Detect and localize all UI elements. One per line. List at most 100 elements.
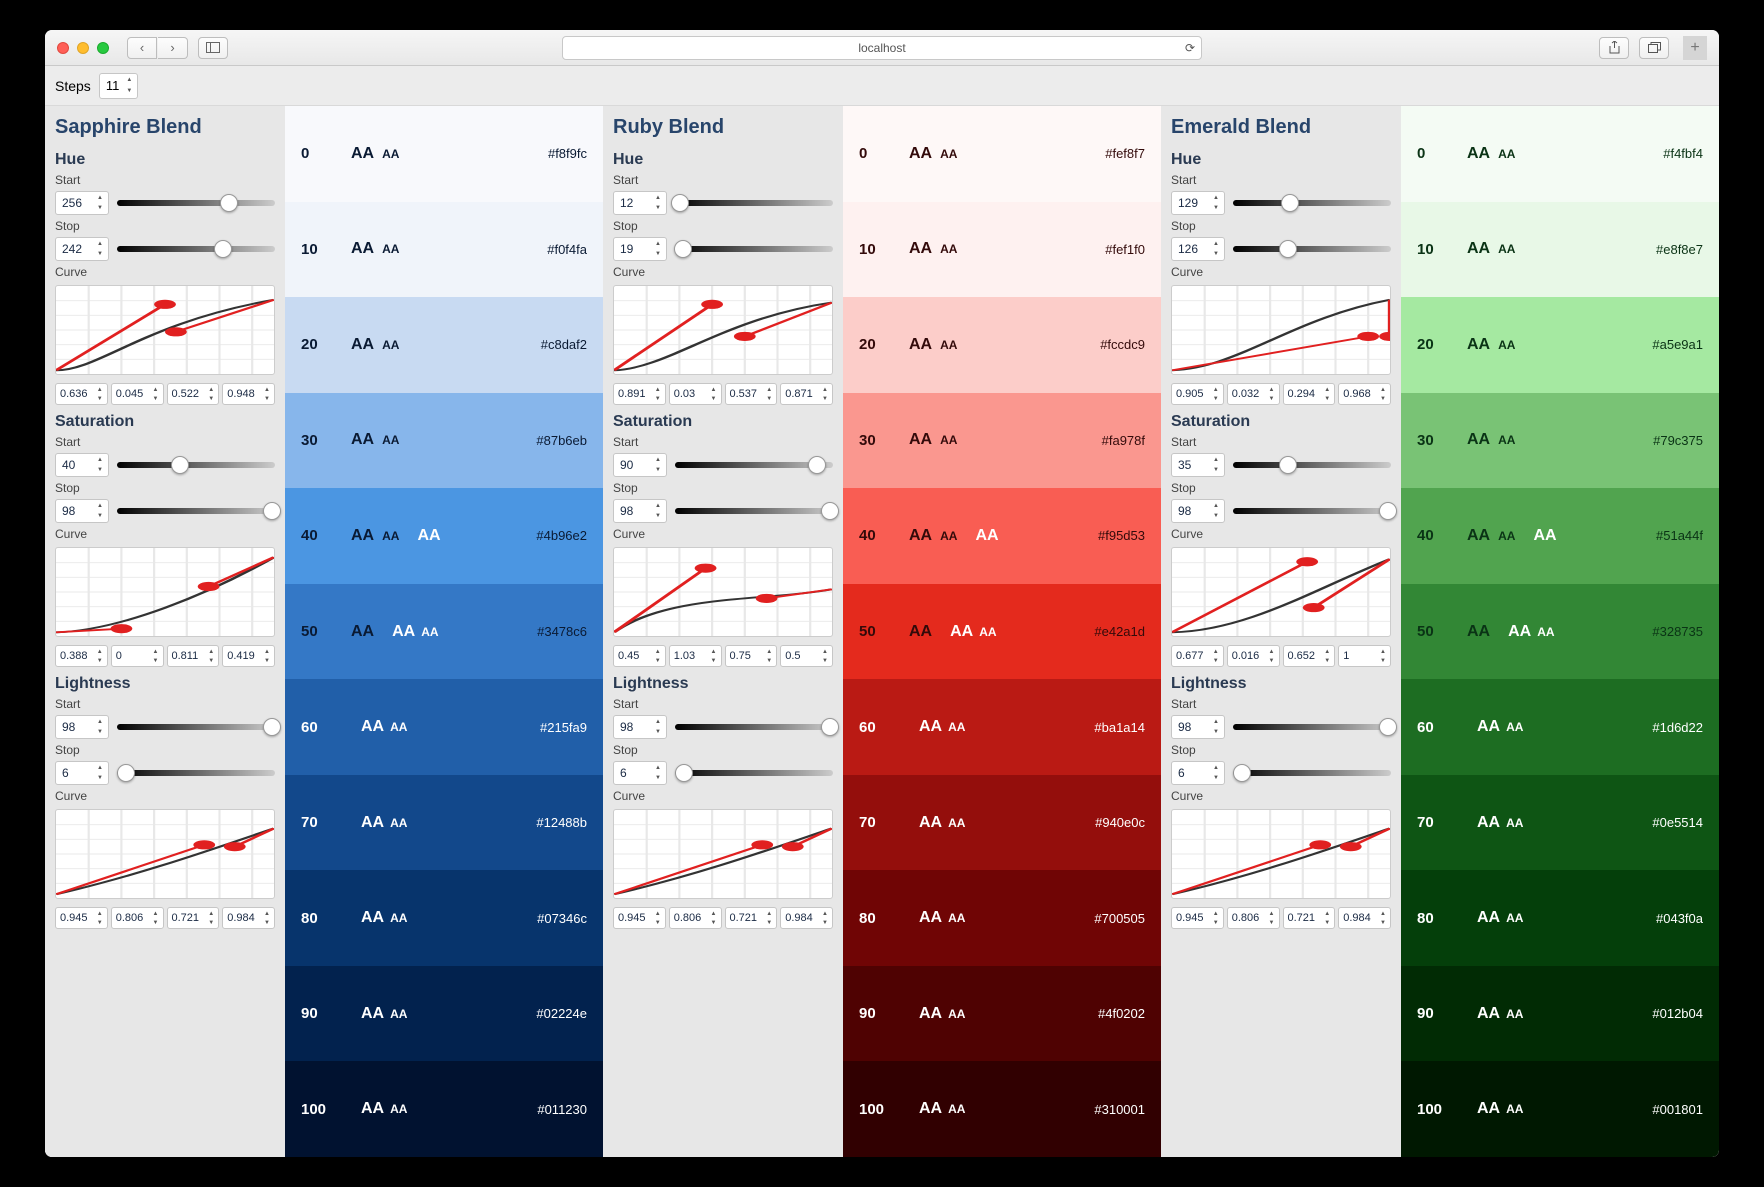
saturation-curve-p2[interactable]: 0.75▲▼ [725, 645, 778, 667]
hue-curve-p1[interactable]: 0.03▲▼ [669, 383, 722, 405]
lightness-curve-p1[interactable]: 0.806▲▼ [1227, 907, 1280, 929]
saturation-curve-p3[interactable]: 1▲▼ [1338, 645, 1391, 667]
hue-curve-p1[interactable]: 0.045▲▼ [111, 383, 164, 405]
hue-stop-value[interactable]: 19▲▼ [613, 237, 667, 261]
saturation-curve-p2[interactable]: 0.652▲▼ [1283, 645, 1336, 667]
back-button[interactable]: ‹ [127, 37, 157, 59]
swatch-row[interactable]: 30 AAAA #79c375 [1401, 393, 1719, 489]
swatch-row[interactable]: 60 AAAA #1d6d22 [1401, 679, 1719, 775]
hue-curve-p3[interactable]: 0.968▲▼ [1338, 383, 1391, 405]
saturation-curve-editor[interactable] [1171, 547, 1391, 637]
saturation-curve-p3[interactable]: 0.5▲▼ [780, 645, 833, 667]
saturation-curve-p0[interactable]: 0.388▲▼ [55, 645, 108, 667]
hue-stop-slider[interactable] [675, 246, 833, 252]
hue-stop-slider[interactable] [117, 246, 275, 252]
swatch-row[interactable]: 20 AAAA #c8daf2 [285, 297, 603, 393]
swatch-row[interactable]: 40 AAAAAA #4b96e2 [285, 488, 603, 584]
saturation-curve-p0[interactable]: 0.45▲▼ [613, 645, 666, 667]
hue-start-slider[interactable] [117, 200, 275, 206]
swatch-row[interactable]: 0 AAAA #f8f9fc [285, 106, 603, 202]
swatch-row[interactable]: 30 AAAA #fa978f [843, 393, 1161, 489]
hue-curve-p3[interactable]: 0.948▲▼ [222, 383, 275, 405]
swatch-row[interactable]: 10 AAAA #e8f8e7 [1401, 202, 1719, 298]
saturation-curve-p1[interactable]: 0.016▲▼ [1227, 645, 1280, 667]
steps-input[interactable]: 11 ▲▼ [99, 73, 139, 99]
lightness-stop-slider[interactable] [117, 770, 275, 776]
new-tab-button[interactable]: + [1683, 36, 1707, 60]
swatch-row[interactable]: 60 AAAA #ba1a14 [843, 679, 1161, 775]
lightness-start-value[interactable]: 98▲▼ [55, 715, 109, 739]
lightness-curve-p3[interactable]: 0.984▲▼ [222, 907, 275, 929]
lightness-start-slider[interactable] [675, 724, 833, 730]
hue-curve-p0[interactable]: 0.905▲▼ [1171, 383, 1224, 405]
lightness-curve-p1[interactable]: 0.806▲▼ [111, 907, 164, 929]
swatch-row[interactable]: 0 AAAA #fef8f7 [843, 106, 1161, 202]
hue-start-value[interactable]: 129▲▼ [1171, 191, 1225, 215]
lightness-stop-value[interactable]: 6▲▼ [55, 761, 109, 785]
lightness-curve-editor[interactable] [55, 809, 275, 899]
swatch-row[interactable]: 90 AAAA #02224e [285, 966, 603, 1062]
lightness-curve-p2[interactable]: 0.721▲▼ [725, 907, 778, 929]
tabs-button[interactable] [1639, 37, 1669, 59]
swatch-row[interactable]: 40 AAAAAA #f95d53 [843, 488, 1161, 584]
minimize-icon[interactable] [77, 42, 89, 54]
swatch-row[interactable]: 70 AAAA #940e0c [843, 775, 1161, 871]
saturation-start-slider[interactable] [1233, 462, 1391, 468]
saturation-curve-p1[interactable]: 1.03▲▼ [669, 645, 722, 667]
swatch-row[interactable]: 20 AAAA #fccdc9 [843, 297, 1161, 393]
swatch-row[interactable]: 50 AAAAAA #3478c6 [285, 584, 603, 680]
lightness-stop-value[interactable]: 6▲▼ [613, 761, 667, 785]
hue-start-slider[interactable] [1233, 200, 1391, 206]
saturation-stop-slider[interactable] [675, 508, 833, 514]
saturation-stop-slider[interactable] [117, 508, 275, 514]
lightness-curve-p1[interactable]: 0.806▲▼ [669, 907, 722, 929]
swatch-row[interactable]: 70 AAAA #0e5514 [1401, 775, 1719, 871]
lightness-curve-p3[interactable]: 0.984▲▼ [1338, 907, 1391, 929]
saturation-start-value[interactable]: 35▲▼ [1171, 453, 1225, 477]
lightness-stop-slider[interactable] [675, 770, 833, 776]
saturation-start-slider[interactable] [675, 462, 833, 468]
hue-curve-editor[interactable] [55, 285, 275, 375]
close-icon[interactable] [57, 42, 69, 54]
hue-start-value[interactable]: 12▲▼ [613, 191, 667, 215]
swatch-row[interactable]: 80 AAAA #043f0a [1401, 870, 1719, 966]
lightness-curve-p0[interactable]: 0.945▲▼ [1171, 907, 1224, 929]
hue-curve-p0[interactable]: 0.891▲▼ [613, 383, 666, 405]
swatch-row[interactable]: 10 AAAA #fef1f0 [843, 202, 1161, 298]
swatch-row[interactable]: 100 AAAA #001801 [1401, 1061, 1719, 1157]
lightness-start-slider[interactable] [117, 724, 275, 730]
lightness-curve-p0[interactable]: 0.945▲▼ [613, 907, 666, 929]
hue-stop-value[interactable]: 242▲▼ [55, 237, 109, 261]
swatch-row[interactable]: 90 AAAA #012b04 [1401, 966, 1719, 1062]
saturation-start-value[interactable]: 40▲▼ [55, 453, 109, 477]
lightness-curve-editor[interactable] [1171, 809, 1391, 899]
saturation-curve-p0[interactable]: 0.677▲▼ [1171, 645, 1224, 667]
saturation-curve-p3[interactable]: 0.419▲▼ [222, 645, 275, 667]
saturation-curve-editor[interactable] [55, 547, 275, 637]
lightness-start-value[interactable]: 98▲▼ [613, 715, 667, 739]
swatch-row[interactable]: 60 AAAA #215fa9 [285, 679, 603, 775]
lightness-curve-p0[interactable]: 0.945▲▼ [55, 907, 108, 929]
saturation-curve-editor[interactable] [613, 547, 833, 637]
saturation-stop-value[interactable]: 98▲▼ [55, 499, 109, 523]
swatch-row[interactable]: 80 AAAA #07346c [285, 870, 603, 966]
swatch-row[interactable]: 30 AAAA #87b6eb [285, 393, 603, 489]
swatch-row[interactable]: 10 AAAA #f0f4fa [285, 202, 603, 298]
lightness-stop-slider[interactable] [1233, 770, 1391, 776]
forward-button[interactable]: › [158, 37, 188, 59]
hue-curve-p3[interactable]: 0.871▲▼ [780, 383, 833, 405]
swatch-row[interactable]: 40 AAAAAA #51a44f [1401, 488, 1719, 584]
saturation-curve-p2[interactable]: 0.811▲▼ [167, 645, 220, 667]
hue-start-value[interactable]: 256▲▼ [55, 191, 109, 215]
hue-curve-p2[interactable]: 0.522▲▼ [167, 383, 220, 405]
swatch-row[interactable]: 20 AAAA #a5e9a1 [1401, 297, 1719, 393]
saturation-stop-slider[interactable] [1233, 508, 1391, 514]
hue-curve-p1[interactable]: 0.032▲▼ [1227, 383, 1280, 405]
swatch-row[interactable]: 70 AAAA #12488b [285, 775, 603, 871]
lightness-curve-p2[interactable]: 0.721▲▼ [167, 907, 220, 929]
sidebar-button[interactable] [198, 37, 228, 59]
hue-curve-editor[interactable] [1171, 285, 1391, 375]
saturation-stop-value[interactable]: 98▲▼ [613, 499, 667, 523]
lightness-curve-editor[interactable] [613, 809, 833, 899]
hue-curve-p2[interactable]: 0.294▲▼ [1283, 383, 1336, 405]
